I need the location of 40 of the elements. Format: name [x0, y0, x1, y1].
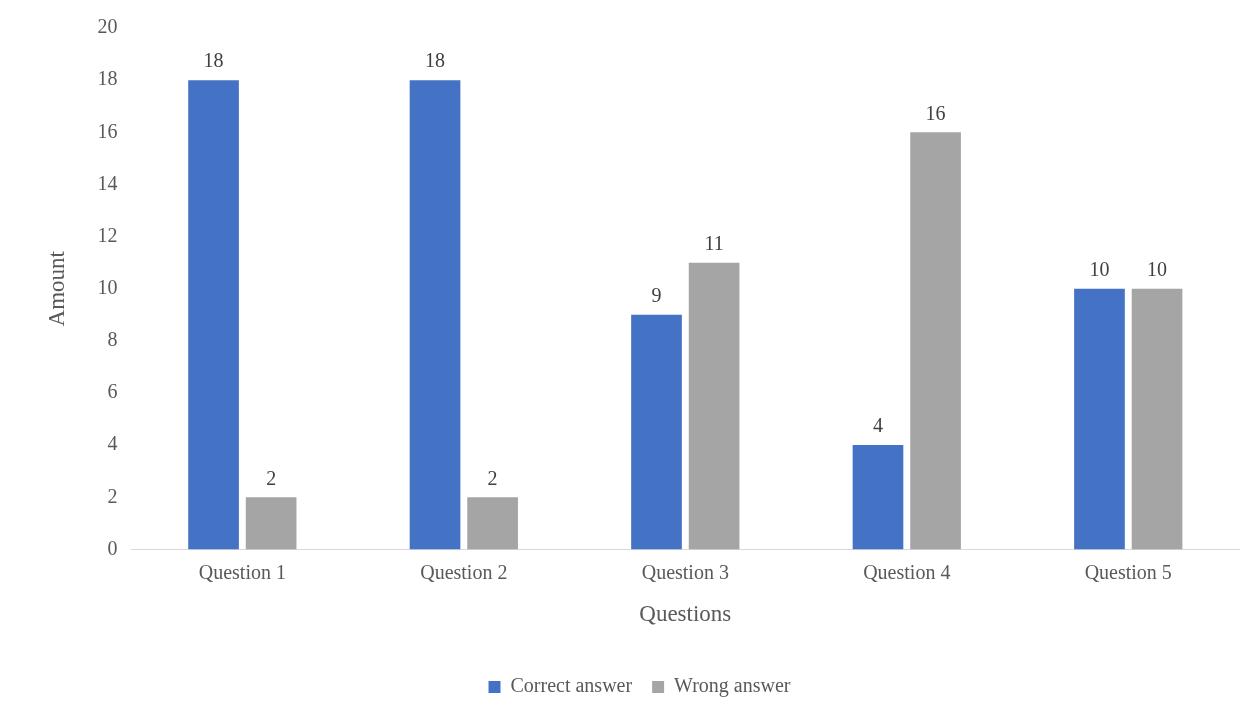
data-label: 10	[1147, 257, 1168, 280]
bar	[467, 497, 518, 550]
x-tick-label: Question 2	[420, 560, 508, 583]
bar	[245, 497, 297, 550]
x-tick-label: Question 1	[198, 560, 286, 583]
y-tick-label: 8	[107, 328, 118, 351]
bar	[409, 80, 461, 550]
y-tick-label: 12	[97, 223, 118, 246]
data-label: 11	[704, 231, 724, 254]
x-tick-label: Question 4	[863, 560, 951, 583]
data-label: 2	[266, 466, 277, 489]
x-axis-title: Questions	[639, 601, 732, 627]
y-tick-label: 0	[107, 536, 118, 559]
legend-label: Wrong answer	[674, 674, 791, 698]
x-tick-label: Question 3	[641, 560, 729, 583]
bar	[1131, 288, 1183, 550]
legend-label: Correct answer	[510, 674, 633, 697]
y-tick-label: 14	[97, 171, 118, 194]
y-tick-label: 2	[107, 484, 118, 507]
y-tick-label: 20	[97, 15, 118, 38]
y-tick-label: 16	[97, 119, 118, 142]
x-tick-label: Question 5	[1084, 560, 1172, 583]
bar	[688, 262, 740, 550]
bar	[631, 314, 682, 550]
y-tick-label: 18	[97, 67, 118, 90]
y-tick-label: 6	[107, 380, 118, 403]
data-label: 4	[872, 414, 883, 437]
y-tick-label: 4	[107, 432, 118, 455]
bar	[910, 132, 961, 550]
data-label: 16	[925, 101, 946, 124]
data-label: 2	[487, 466, 498, 489]
y-axis-title: Amount	[43, 250, 69, 327]
data-label: 10	[1089, 257, 1110, 280]
bar	[188, 80, 239, 550]
data-label: 18	[425, 49, 446, 72]
data-label: 9	[651, 284, 662, 307]
bar	[852, 445, 904, 550]
data-label: 18	[203, 49, 224, 72]
bar	[1074, 288, 1125, 550]
y-tick-label: 10	[97, 275, 118, 298]
